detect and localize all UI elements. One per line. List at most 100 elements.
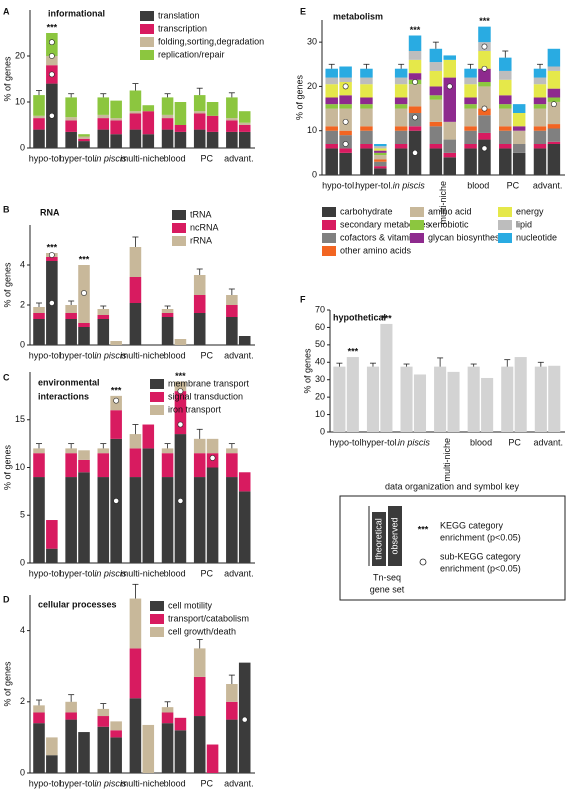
bar-segment bbox=[161, 723, 174, 773]
bar-segment bbox=[478, 51, 491, 69]
bar-segment bbox=[238, 472, 251, 492]
x-tick-label: in piscis bbox=[94, 568, 127, 578]
bar-segment bbox=[374, 152, 387, 156]
bar-segment bbox=[374, 168, 387, 175]
bar-segment bbox=[193, 438, 206, 454]
bar-segment bbox=[339, 130, 352, 136]
bar-segment bbox=[226, 477, 238, 563]
bar-segment bbox=[478, 82, 491, 87]
legend-label: signal transduction bbox=[168, 391, 243, 401]
bar-segment bbox=[512, 144, 526, 153]
bar-segment bbox=[129, 477, 142, 563]
bar-segment bbox=[501, 366, 514, 432]
bar-segment bbox=[408, 106, 422, 113]
bar-segment bbox=[46, 548, 58, 563]
sub-enrichment-marker bbox=[48, 300, 55, 306]
key-title: data organization and symbol key bbox=[385, 481, 520, 491]
panel-title: environmental bbox=[38, 377, 100, 387]
legend-label: replication/repair bbox=[158, 49, 225, 59]
sub-enrichment-marker bbox=[48, 252, 55, 258]
bar-segment bbox=[443, 152, 456, 158]
legend-swatch bbox=[150, 614, 164, 624]
bar-segment bbox=[46, 56, 58, 66]
bar-segment bbox=[226, 684, 238, 702]
panel-title: cellular processes bbox=[38, 599, 117, 609]
sub-enrichment-marker bbox=[177, 388, 184, 394]
y-axis-label: % of genes bbox=[302, 348, 312, 394]
bar-segment bbox=[394, 68, 408, 78]
panel-title: informational bbox=[48, 8, 105, 18]
bar-segment bbox=[46, 737, 58, 756]
bar-segment bbox=[408, 51, 422, 60]
enrichment-star: *** bbox=[381, 313, 392, 323]
bar-segment bbox=[174, 102, 187, 125]
bar-segment bbox=[238, 111, 251, 123]
y-tick-label: 0 bbox=[20, 557, 25, 567]
bar-segment bbox=[394, 148, 408, 175]
legend-swatch bbox=[498, 207, 512, 217]
bar-segment bbox=[142, 105, 155, 112]
legend-label: xenobiotic bbox=[428, 219, 469, 229]
bar-segment bbox=[78, 459, 90, 473]
bar-segment bbox=[547, 88, 561, 98]
bar-segment bbox=[78, 136, 90, 139]
legend-swatch bbox=[498, 220, 512, 230]
y-tick-label: 60 bbox=[315, 322, 325, 332]
bar-segment bbox=[193, 716, 206, 773]
sub-enrichment-marker bbox=[412, 149, 418, 156]
bar-segment bbox=[110, 341, 122, 345]
x-tick-label: PC bbox=[508, 437, 521, 447]
x-tick-label: PC bbox=[201, 350, 214, 360]
x-tick-label: hyper-tol. bbox=[59, 350, 97, 360]
y-tick-label: 20 bbox=[15, 50, 25, 60]
bar-segment bbox=[174, 730, 187, 773]
bar-segment bbox=[499, 148, 512, 175]
x-tick-label: blood bbox=[467, 180, 489, 190]
x-tick-label: in piscis bbox=[94, 153, 127, 163]
bar-segment bbox=[533, 84, 547, 98]
bar-segment bbox=[129, 598, 142, 649]
x-tick-label: multi-niche bbox=[121, 568, 165, 578]
sub-enrichment-marker bbox=[342, 141, 349, 147]
bar-segment bbox=[33, 712, 45, 724]
bar-segment bbox=[534, 366, 547, 432]
legend-swatch bbox=[410, 207, 424, 217]
legend-swatch bbox=[410, 220, 424, 230]
bar-segment bbox=[65, 448, 77, 454]
bar-segment bbox=[65, 305, 77, 313]
bar-segment bbox=[394, 144, 408, 149]
x-tick-label: hyper-tol. bbox=[59, 153, 97, 163]
legend-swatch bbox=[140, 37, 154, 47]
y-tick-label: 5 bbox=[20, 510, 25, 520]
legend-label: iron transport bbox=[168, 404, 222, 414]
bar-segment bbox=[33, 118, 45, 130]
bar-segment bbox=[193, 113, 206, 130]
y-axis-label: % of genes bbox=[2, 262, 12, 308]
bar-segment bbox=[110, 410, 122, 439]
bar-segment bbox=[434, 366, 447, 432]
bar-segment bbox=[429, 48, 443, 63]
legend-label: rRNA bbox=[190, 235, 212, 245]
bar-segment bbox=[129, 113, 142, 130]
y-axis-label: % of genes bbox=[2, 661, 12, 707]
bar-segment bbox=[478, 108, 491, 116]
panel-letter: B bbox=[3, 204, 10, 214]
bar-segment bbox=[46, 755, 58, 773]
bar-segment bbox=[161, 707, 174, 713]
bar-segment bbox=[193, 477, 206, 563]
bar-segment bbox=[97, 448, 110, 454]
legend-swatch bbox=[410, 233, 424, 243]
bar-segment bbox=[129, 648, 142, 699]
bar-segment bbox=[467, 366, 480, 432]
bar-segment bbox=[97, 477, 110, 563]
sub-enrichment-marker bbox=[481, 105, 488, 112]
bar-segment bbox=[499, 144, 512, 149]
legend-label: translation bbox=[158, 10, 200, 20]
bar-segment bbox=[547, 48, 561, 67]
enrichment-star: *** bbox=[47, 22, 58, 32]
bar-segment bbox=[226, 131, 238, 148]
bar-segment bbox=[174, 339, 187, 345]
key-star-text: enrichment (p<0.05) bbox=[440, 532, 521, 542]
bar-segment bbox=[110, 134, 122, 148]
